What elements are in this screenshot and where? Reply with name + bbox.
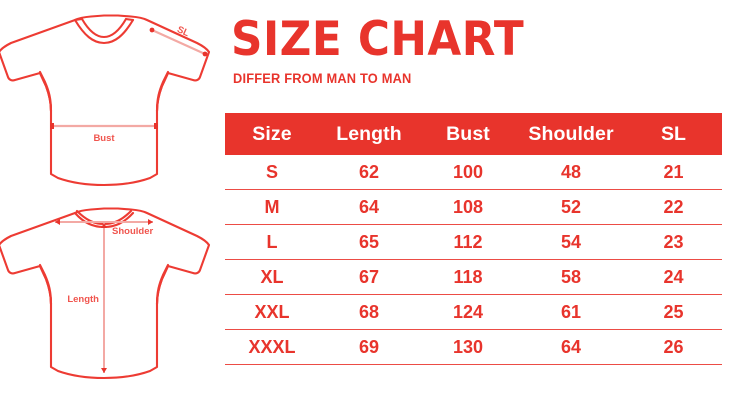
title-block: SIZE CHART DIFFER FROM MAN TO MAN: [231, 16, 731, 87]
table-row: M 64 108 52 22: [225, 189, 722, 225]
shirt-diagrams-panel: Bust SL: [0, 0, 222, 416]
cell-length: 68: [319, 294, 419, 330]
shoulder-label: Shoulder: [112, 226, 153, 237]
cell-shoulder: 48: [517, 155, 625, 190]
cell-bust: 112: [419, 224, 517, 260]
cell-bust: 130: [419, 329, 517, 365]
table-row: XXL 68 124 61 25: [225, 294, 722, 330]
size-chart-table: Size Length Bust Shoulder SL S 62 100 48…: [225, 113, 722, 365]
table-header: Size Length Bust Shoulder SL: [225, 113, 722, 155]
column-header-bust: Bust: [446, 122, 490, 145]
cell-shoulder: 52: [517, 189, 625, 225]
cell-shoulder: 61: [517, 294, 625, 330]
page-subtitle: DIFFER FROM MAN TO MAN: [233, 71, 412, 86]
length-measure-arrow: [101, 223, 107, 373]
chart-content-panel: SIZE CHART DIFFER FROM MAN TO MAN Size L…: [225, 0, 740, 416]
cell-length: 69: [319, 329, 419, 365]
shoulder-measure-arrow: [55, 219, 153, 225]
cell-length: 62: [319, 155, 419, 190]
table-header-row: Size Length Bust Shoulder SL: [225, 113, 722, 155]
cell-size: L: [225, 224, 319, 260]
cell-shoulder: 64: [517, 329, 625, 365]
cell-sl: 25: [625, 294, 722, 330]
cell-size: XXXL: [225, 329, 319, 365]
table-row: L 65 112 54 23: [225, 224, 722, 260]
bust-label: Bust: [93, 133, 115, 144]
cell-size: S: [225, 155, 319, 190]
cell-size: XXL: [225, 294, 319, 330]
table-row: S 62 100 48 21: [225, 155, 722, 190]
cell-bust: 100: [419, 155, 517, 190]
cell-sl: 24: [625, 259, 722, 295]
cell-bust: 118: [419, 259, 517, 295]
sleeve-length-label: SL: [175, 24, 191, 39]
column-header-sl: SL: [660, 122, 687, 145]
length-label: Length: [67, 294, 99, 305]
table-row: XL 67 118 58 24: [225, 259, 722, 295]
table-row: XXXL 69 130 64 26: [225, 329, 722, 365]
cell-bust: 124: [419, 294, 517, 330]
cell-sl: 21: [625, 155, 722, 190]
t-shirt-back-view: Shoulder Length: [0, 207, 211, 380]
column-header-shoulder: Shoulder: [528, 122, 614, 145]
cell-bust: 108: [419, 189, 517, 225]
bust-measure-arrow: [50, 123, 158, 129]
page-title: SIZE CHART: [231, 12, 525, 67]
cell-size: XL: [225, 259, 319, 295]
table-body: S 62 100 48 21 M 64 108 52 22 L 65 112: [225, 155, 722, 365]
cell-sl: 26: [625, 329, 722, 365]
t-shirt-front-view: Bust SL: [0, 14, 211, 187]
cell-sl: 22: [625, 189, 722, 225]
cell-shoulder: 58: [517, 259, 625, 295]
cell-sl: 23: [625, 224, 722, 260]
column-header-length: Length: [336, 122, 402, 145]
column-header-size: Size: [252, 122, 292, 145]
sleeve-length-measure-arrow: [149, 27, 208, 57]
cell-length: 67: [319, 259, 419, 295]
cell-size: M: [225, 189, 319, 225]
cell-shoulder: 54: [517, 224, 625, 260]
cell-length: 64: [319, 189, 419, 225]
cell-length: 65: [319, 224, 419, 260]
